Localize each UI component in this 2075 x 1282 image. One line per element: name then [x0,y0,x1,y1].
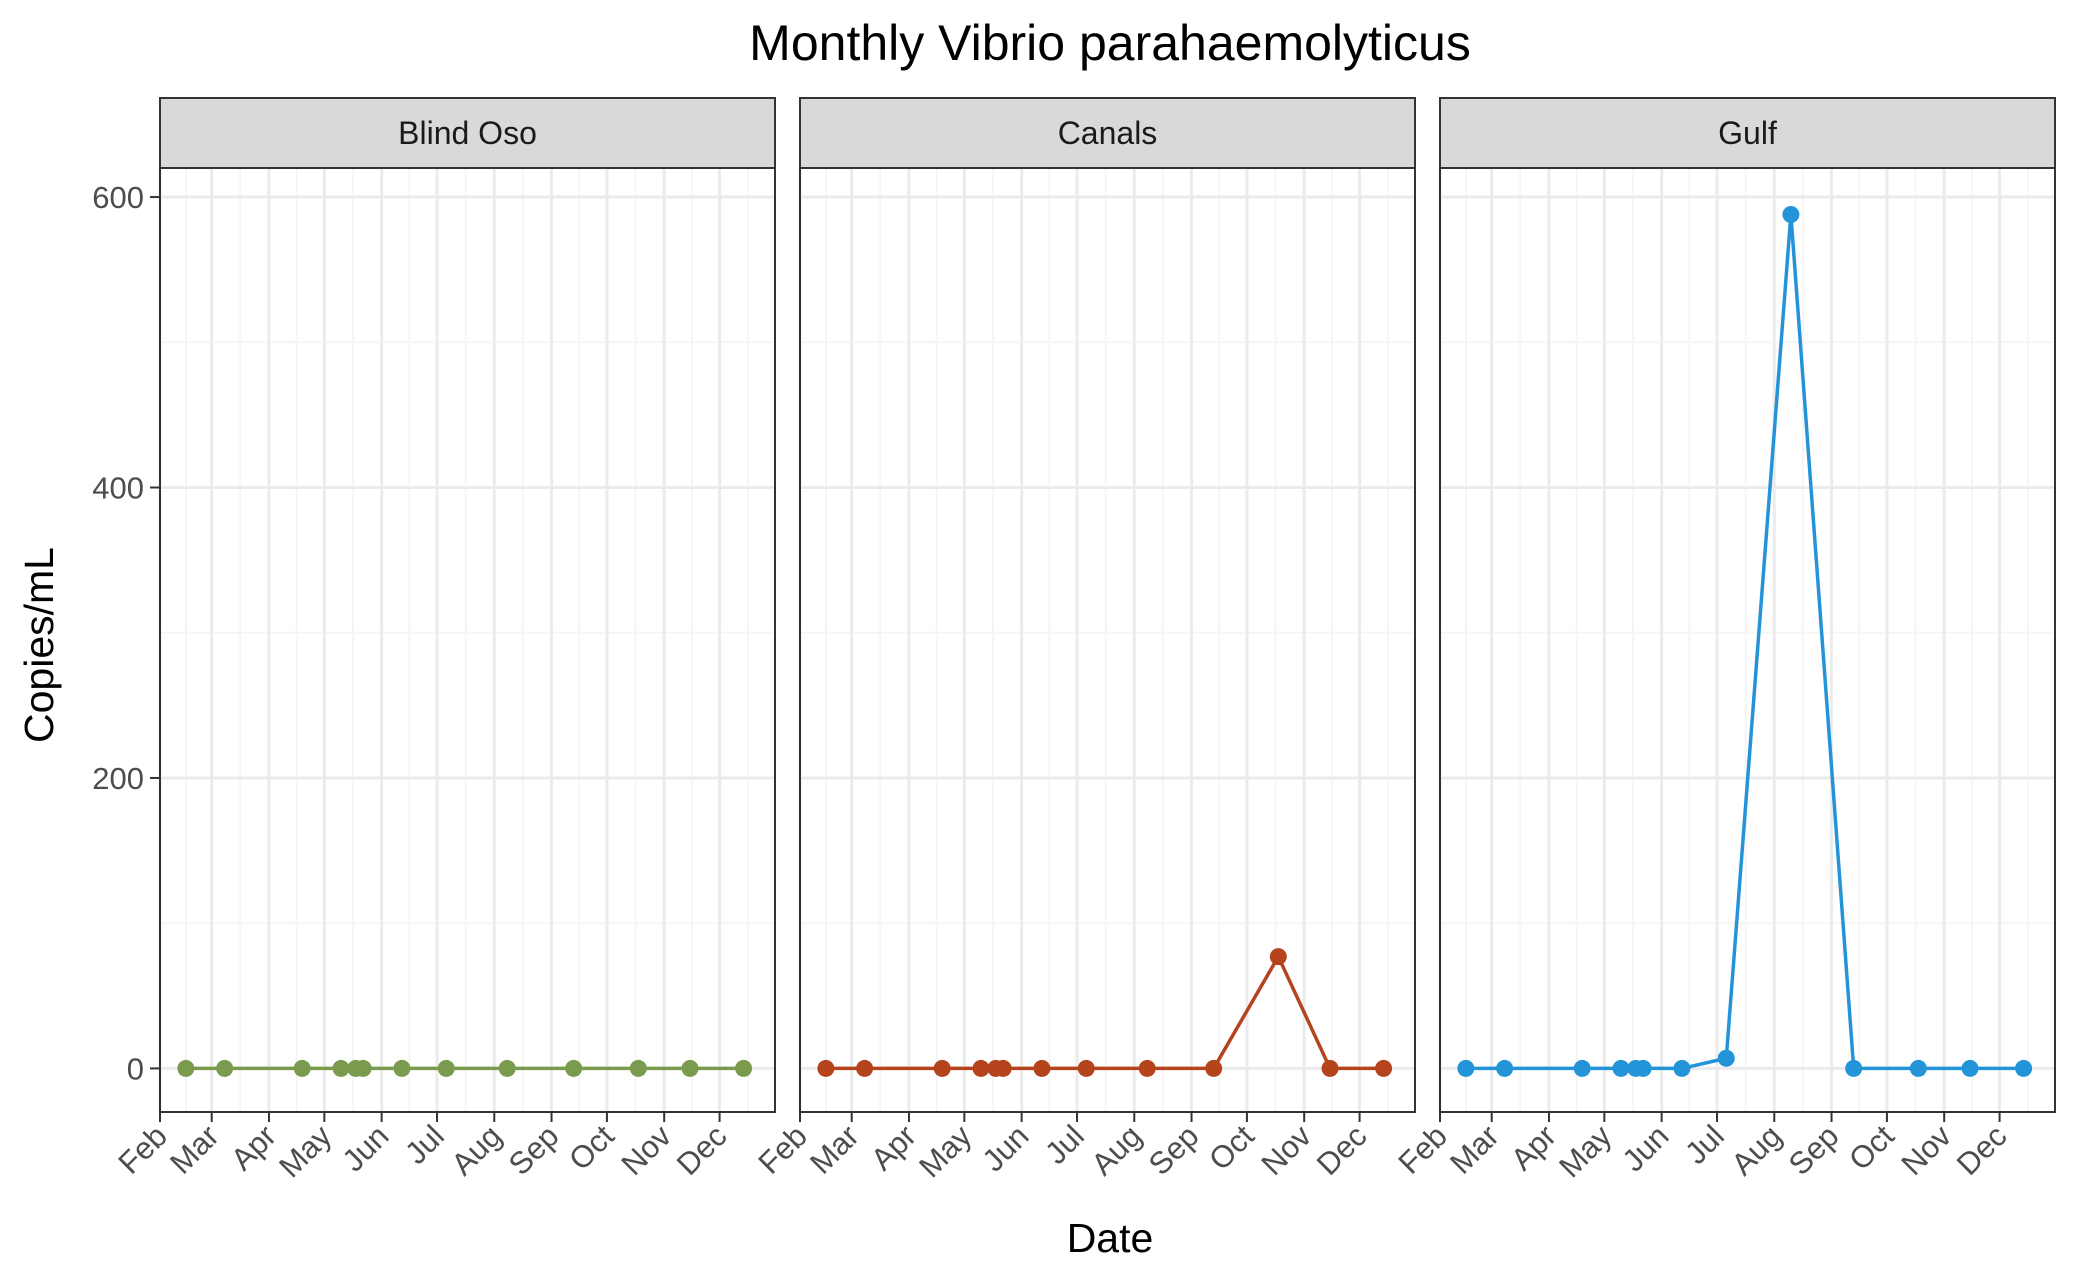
data-point [1205,1059,1223,1077]
data-point [994,1059,1012,1077]
x-axis-title: Date [1067,1215,1154,1261]
data-point [2015,1059,2033,1077]
facet-strip-label: Gulf [1718,115,1777,151]
data-point [972,1059,990,1077]
data-point [1269,948,1287,966]
data-point [1496,1059,1514,1077]
data-point [1961,1059,1979,1077]
y-axis-title: Copies/mL [16,547,62,743]
data-point [437,1059,455,1077]
data-point [332,1059,350,1077]
data-point [1634,1059,1652,1077]
data-point [1909,1059,1927,1077]
data-point [817,1059,835,1077]
data-point [393,1059,411,1077]
data-point [177,1059,195,1077]
data-point [565,1059,583,1077]
data-point [1138,1059,1156,1077]
data-point [293,1059,311,1077]
data-point [629,1059,647,1077]
data-point [681,1059,699,1077]
data-point [933,1059,951,1077]
data-point [735,1059,753,1077]
facet-strip-label: Blind Oso [398,115,537,151]
data-point [856,1059,874,1077]
data-point [1717,1049,1735,1067]
facet-strip [159,97,776,169]
facet-strip [1439,97,2056,169]
data-point [1573,1059,1591,1077]
data-point [1321,1059,1339,1077]
chart-title: Monthly Vibrio parahaemolyticus [749,15,1471,71]
data-point [1612,1059,1630,1077]
data-point [1375,1059,1393,1077]
y-tick-label: 200 [92,761,144,796]
data-point [1457,1059,1475,1077]
data-point [1033,1059,1051,1077]
data-point [354,1059,372,1077]
data-point [216,1059,234,1077]
data-point [1782,205,1800,223]
y-tick-label: 600 [92,180,144,215]
facet-strip-label: Canals [1058,115,1158,151]
data-point [498,1059,516,1077]
data-point [1077,1059,1095,1077]
data-point [1845,1059,1863,1077]
y-tick-label: 400 [92,471,144,506]
facet-strip [799,97,1416,169]
y-tick-label: 0 [127,1051,144,1086]
data-point [1673,1059,1691,1077]
